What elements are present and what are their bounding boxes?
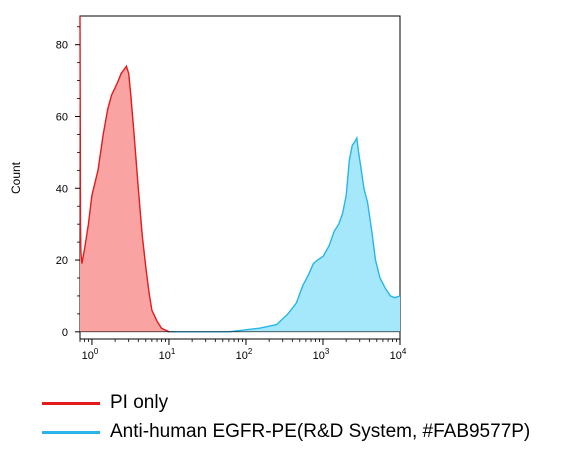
series-area-0	[80, 16, 175, 332]
legend-label-egfr-pe: Anti-human EGFR-PE(R&D System, #FAB9577P…	[110, 421, 531, 442]
y-tick-label-20: 20	[56, 255, 68, 267]
series-area-1	[168, 138, 400, 332]
y-tick-label-40: 40	[56, 183, 68, 195]
x-tick-label-100: 102	[236, 347, 253, 362]
legend-item-egfr-pe: Anti-human EGFR-PE(R&D System, #FAB9577P…	[42, 421, 530, 443]
series-line-1	[168, 135, 401, 333]
y-axis-title: Count	[9, 161, 23, 194]
legend-swatch-red	[42, 401, 100, 405]
legend-item-pi-only: PI only	[42, 392, 168, 414]
y-tick-label-60: 60	[56, 111, 68, 123]
plot-area: 0 20 40 60 80 100 101 102 103 104	[56, 15, 407, 362]
legend-swatch-cyan	[42, 430, 100, 434]
x-tick-label-1: 100	[82, 347, 99, 362]
x-tick-label-10: 101	[159, 347, 176, 362]
histogram-chart: 0 20 40 60 80 100 101 102 103 104 Count	[9, 15, 407, 362]
x-tick-label-1000: 103	[313, 347, 330, 362]
legend-label-pi-only: PI only	[110, 392, 169, 413]
y-tick-label-80: 80	[56, 40, 68, 52]
y-tick-label-0: 0	[62, 327, 68, 339]
x-tick-label-10000: 104	[390, 347, 407, 362]
series-line-0	[79, 15, 175, 333]
